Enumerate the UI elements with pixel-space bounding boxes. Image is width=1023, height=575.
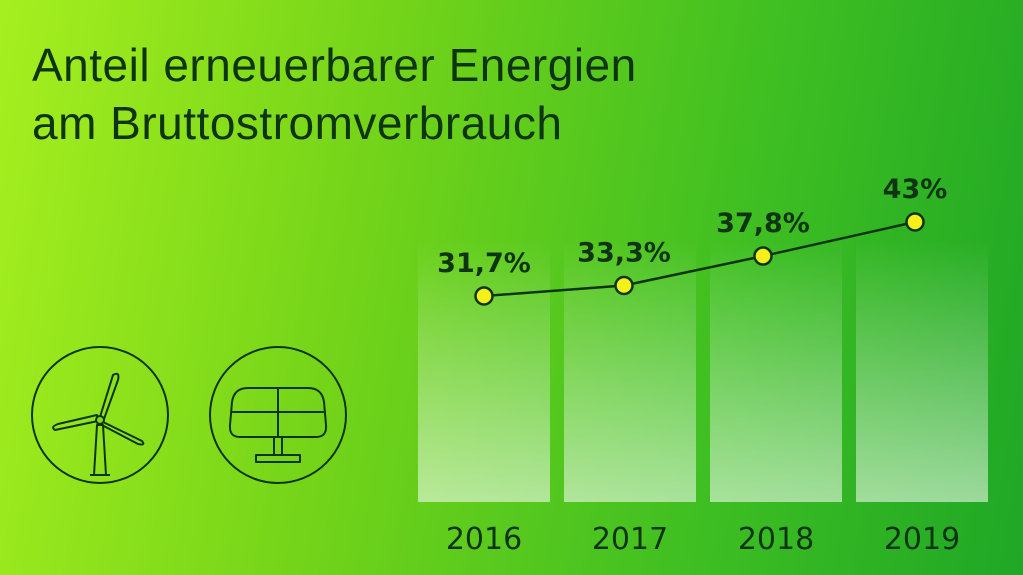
data-label-2016: 31,7% [437,248,531,279]
title-line-1: Anteil erneuerbarer Energien [32,39,637,91]
bar-2019 [856,240,988,502]
chart-title: Anteil erneuerbarer Energien am Bruttost… [32,36,637,152]
data-label-2018: 37,8% [716,208,810,239]
x-tick-label-2018: 2018 [738,522,814,557]
data-point-2016 [474,286,494,306]
bar-2016 [418,240,550,502]
data-point-2017 [614,275,634,296]
data-point-2018 [753,246,773,266]
x-tick-label-2016: 2016 [446,522,522,557]
bar-2018 [710,240,842,502]
solar-panel-icon [209,346,347,484]
data-label-2017: 33,3% [577,238,671,269]
data-label-2019: 43% [883,174,948,205]
x-tick-label-2019: 2019 [884,522,960,557]
data-point-2019 [905,212,925,232]
x-tick-label-2017: 2017 [592,522,668,557]
title-line-2: am Bruttostromverbrauch [32,97,563,149]
wind-turbine-icon [31,346,169,484]
series-line [483,220,916,298]
